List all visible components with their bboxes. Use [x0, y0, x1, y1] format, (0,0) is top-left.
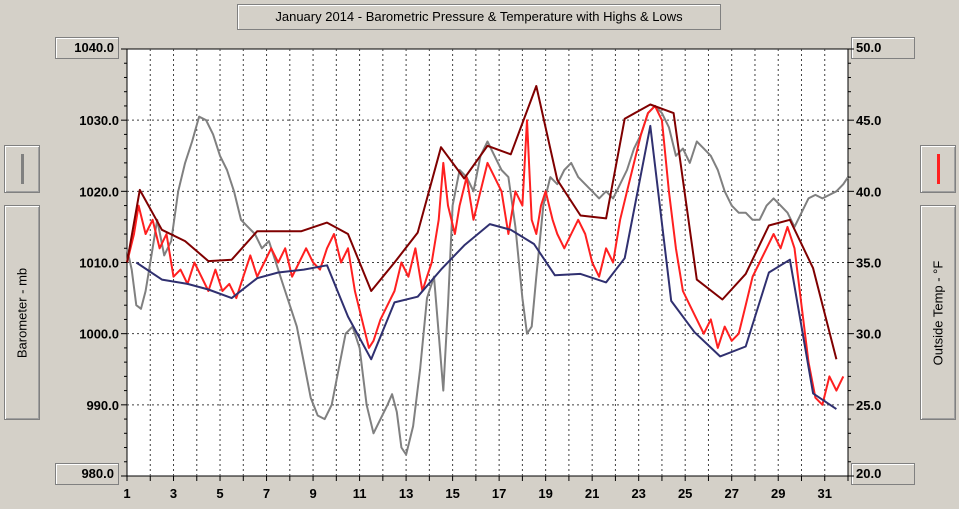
y-right-tick-label: 40.0: [856, 184, 881, 199]
axes: 1 3 5 7 9 11 13 15 17 19 21 23 25 27 29 31990.01000.010…: [79, 48, 881, 501]
x-tick-label: 31: [818, 486, 832, 501]
y-left-tick-label: 1000.0: [79, 327, 119, 342]
chart-title: January 2014 - Barometric Pressure & Tem…: [237, 4, 721, 30]
x-tick-label: 1: [123, 486, 130, 501]
x-tick-label: 29: [771, 486, 785, 501]
y-right-tick-label: 30.0: [856, 327, 881, 342]
x-tick-label: 23: [631, 486, 645, 501]
y-left-tick-label: 1010.0: [79, 256, 119, 271]
series-line-3: [135, 124, 837, 410]
x-tick-label: 21: [585, 486, 599, 501]
y-left-tick-label: 1020.0: [79, 184, 119, 199]
y-right-tick-label: 45.0: [856, 113, 881, 128]
y-left-tick-label: 990.0: [86, 398, 119, 413]
barometer-legend-line: [21, 154, 24, 184]
y-left-tick-label: 1030.0: [79, 113, 119, 128]
x-tick-label: 15: [445, 486, 459, 501]
x-tick-label: 9: [309, 486, 316, 501]
left-axis-min-box: 980.0: [55, 463, 119, 485]
series-line-2: [126, 85, 838, 360]
left-axis-max-box: 1040.0: [55, 37, 119, 59]
grid: [127, 49, 848, 476]
x-tick-label: 5: [216, 486, 223, 501]
x-tick-label: 13: [399, 486, 413, 501]
y-right-tick-label: 25.0: [856, 398, 881, 413]
series-lines: [126, 85, 849, 456]
x-tick-label: 27: [724, 486, 738, 501]
series-line-1: [126, 104, 845, 406]
x-tick-label: 19: [538, 486, 552, 501]
x-tick-label: 17: [492, 486, 506, 501]
x-tick-label: 11: [353, 486, 367, 501]
barometer-legend-swatch: [4, 145, 40, 193]
series-line-0: [126, 104, 849, 456]
temperature-legend-swatch: [920, 145, 956, 193]
x-tick-label: 3: [170, 486, 177, 501]
x-tick-label: 25: [678, 486, 692, 501]
right-axis-title-panel: Outside Temp - °F: [920, 205, 956, 420]
left-axis-title-panel: Barometer - mb: [4, 205, 40, 420]
temperature-legend-line: [937, 154, 940, 184]
y-right-tick-label: 35.0: [856, 256, 881, 271]
right-axis-max-box: 50.0: [851, 37, 915, 59]
right-axis-min-box: 20.0: [851, 463, 915, 485]
x-tick-label: 7: [263, 486, 270, 501]
